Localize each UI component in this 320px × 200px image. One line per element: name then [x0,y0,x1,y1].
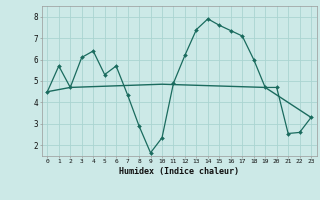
X-axis label: Humidex (Indice chaleur): Humidex (Indice chaleur) [119,167,239,176]
